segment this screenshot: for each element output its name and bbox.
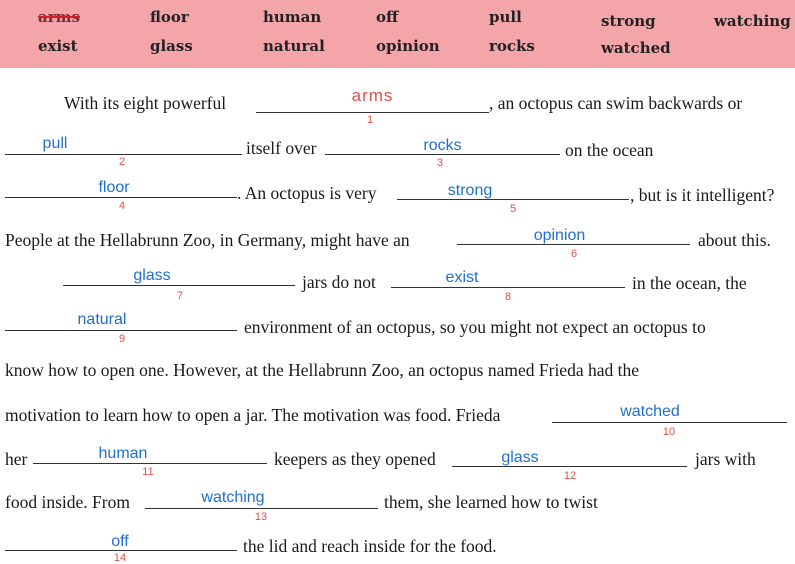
blank-number: 8 [504,291,512,303]
word-bank-item: watched [601,39,671,57]
answer-word: natural [77,311,127,328]
passage-text: People at the Hellabrunn Zoo, in Germany… [5,230,410,250]
passage-text: food inside. From [5,492,130,512]
passage-text: the lid and reach inside for the food. [243,536,497,556]
answer-blank [391,286,625,288]
word-bank-item: opinion [376,37,440,55]
passage-text: know how to open one. However, at the He… [5,360,639,380]
blank-number: 4 [118,200,126,212]
passage-text: , an octopus can swim backwards or [489,93,743,113]
passage-text: motivation to learn how to open a jar. T… [5,405,501,425]
passage-text: , but is it intelligent? [630,185,775,205]
blank-number: 3 [436,157,444,169]
blank-number: 2 [118,156,126,168]
passage-text: them, she learned how to twist [384,492,598,512]
word-bank-item: natural [263,37,325,55]
answer-blank [5,549,237,551]
answer-word: watching [201,489,265,506]
answer-blank [457,243,690,245]
answer-blank [325,153,560,155]
passage-text: in the ocean, the [632,273,747,293]
blank-number: 5 [509,203,517,215]
blank-number: 6 [570,248,578,260]
passage-text: jars do not [302,272,376,292]
answer-word: glass [133,267,171,284]
blank-number: 13 [254,511,268,523]
word-bank-item: strong [601,12,656,30]
answer-word: strong [447,182,493,199]
blank-number: 10 [662,426,676,438]
answer-blank [5,196,237,198]
passage-text: With its eight powerful [64,93,227,113]
answer-blank [397,198,629,200]
blank-number: 9 [118,333,126,345]
passage-text: on the ocean [565,140,654,160]
passage-text: environment of an octopus, so you might … [244,317,706,337]
blank-number: 12 [563,470,577,482]
word-bank-item: floor [150,8,189,26]
answer-word: watched [620,403,680,420]
answer-word: glass [501,449,539,466]
word-bank-item: arms [38,8,80,26]
blank-number: 7 [176,290,184,302]
word-bank-item: glass [150,37,193,55]
blank-number: 1 [366,114,374,126]
answer-blank [452,465,687,467]
passage-text: jars with [695,449,756,469]
passage-text: keepers as they opened [274,449,436,469]
word-bank: arms exist floor glass human natural off… [0,0,795,68]
answer-blank [145,507,378,509]
answer-word: rocks [423,137,462,154]
passage-text: itself over [246,138,317,158]
word-bank-item: rocks [489,37,535,55]
blank-number: 14 [113,552,127,564]
answer-blank [5,153,242,155]
answer-word: arms [351,86,394,105]
word-bank-item: watching [714,12,791,30]
answer-blank [5,329,237,331]
answer-blank [33,462,267,464]
answer-blank [552,421,787,423]
word-bank-item: off [376,8,399,26]
answer-word: human [98,445,148,462]
answer-word: opinion [533,227,586,244]
passage-text: . An octopus is very [237,183,377,203]
answer-blank [63,284,295,286]
answer-word: exist [445,269,479,286]
passage-text: about this. [698,230,771,250]
word-bank-item: pull [489,8,522,26]
answer-blank [256,111,489,113]
word-bank-item: exist [38,37,78,55]
answer-word: off [111,533,129,550]
answer-word: pull [42,135,68,152]
blank-number: 11 [142,466,154,478]
answer-word: floor [98,179,130,196]
word-bank-item: human [263,8,322,26]
passage-text: her [5,449,28,469]
